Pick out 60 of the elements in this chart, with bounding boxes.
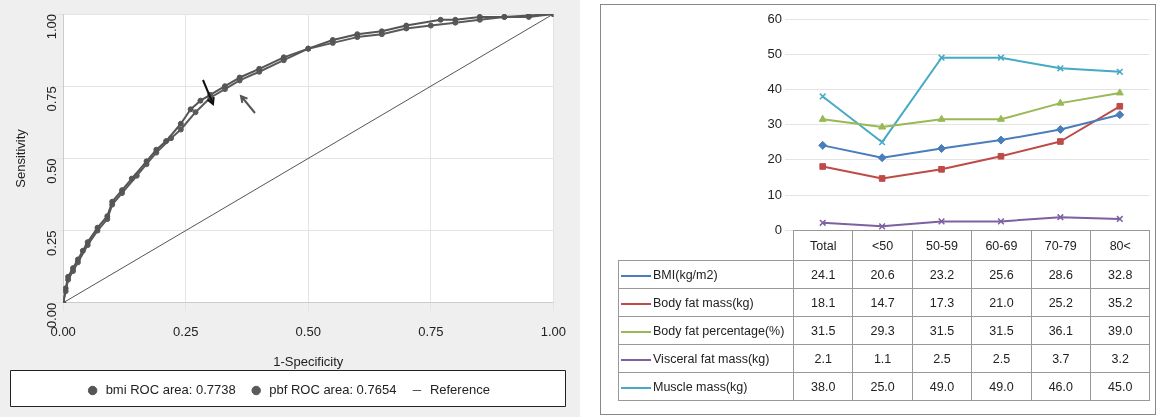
data-label: 46.0 (1031, 372, 1091, 401)
data-label: 31.5 (912, 316, 972, 345)
data-label: 25.0 (852, 372, 913, 401)
data-label: 23.2 (912, 260, 972, 289)
x-tick-label: 60-69 (971, 230, 1032, 261)
data-label: 1.1 (852, 344, 913, 373)
legend-label: pbf ROC area: 0.7654 (269, 382, 397, 398)
data-label: 14.7 (852, 288, 913, 317)
y-axis-title: Sensitivity (13, 128, 29, 188)
y-tick-label: 1.00 (43, 14, 59, 40)
legend-label: Reference (429, 382, 490, 398)
x-tick-label: <50 (852, 230, 913, 261)
data-label: 25.2 (1031, 288, 1091, 317)
x-axis-title: 1-Specificity (273, 353, 344, 369)
data-label: 17.3 (912, 288, 972, 317)
y-tick-label: 10 (767, 186, 782, 202)
data-label: 29.3 (852, 316, 913, 345)
legend-label: Body fat mass(kg) (618, 288, 794, 317)
y-tick-label: 30 (767, 116, 782, 132)
data-label: 36.1 (1031, 316, 1091, 345)
data-label: 49.0 (912, 372, 972, 401)
data-label: 39.0 (1090, 316, 1150, 345)
data-label: 2.5 (971, 344, 1032, 373)
legend-label: BMI(kg/m2) (618, 260, 794, 289)
legend-label: Body fat percentage(%) (618, 316, 794, 345)
x-tick-label: 1.00 (540, 324, 567, 340)
y-tick-label: 40 (767, 80, 782, 96)
data-label: 49.0 (971, 372, 1032, 401)
x-tick-label: 0.25 (173, 324, 199, 340)
data-label: 3.7 (1031, 344, 1091, 373)
y-tick-label: 0 (774, 221, 782, 237)
legend-label: bmi ROC area: 0.7738 (105, 382, 236, 398)
y-tick-label: 60 (767, 10, 782, 26)
x-tick-label: 0.75 (418, 324, 444, 340)
x-tick-label: 50-59 (912, 230, 972, 261)
data-label: 2.5 (912, 344, 972, 373)
data-label: 24.1 (793, 260, 853, 289)
x-tick-label: 70-79 (1031, 230, 1091, 261)
data-label: 35.2 (1090, 288, 1150, 317)
data-label: 45.0 (1090, 372, 1150, 401)
data-label: 3.2 (1090, 344, 1150, 373)
data-label: 21.0 (971, 288, 1032, 317)
data-label: 31.5 (971, 316, 1032, 345)
x-tick-label: 0.50 (295, 324, 321, 340)
data-label: 2.1 (793, 344, 853, 373)
y-tick-label: 0.75 (43, 86, 59, 112)
x-tick-label: 80< (1090, 230, 1150, 261)
y-tick-label: 50 (767, 45, 782, 61)
data-label: 28.6 (1031, 260, 1091, 289)
x-tick-label: Total (793, 230, 853, 261)
legend-label: Muscle mass(kg) (618, 372, 794, 401)
y-tick-label: 0.50 (43, 158, 59, 184)
data-label: 18.1 (793, 288, 853, 317)
data-label: 31.5 (793, 316, 853, 345)
data-label: 20.6 (852, 260, 913, 289)
data-label: 32.8 (1090, 260, 1150, 289)
data-label: 38.0 (793, 372, 853, 401)
legend-label: Visceral fat mass(kg) (618, 344, 794, 373)
y-tick-label: 20 (767, 151, 782, 167)
data-label: 25.6 (971, 260, 1032, 289)
